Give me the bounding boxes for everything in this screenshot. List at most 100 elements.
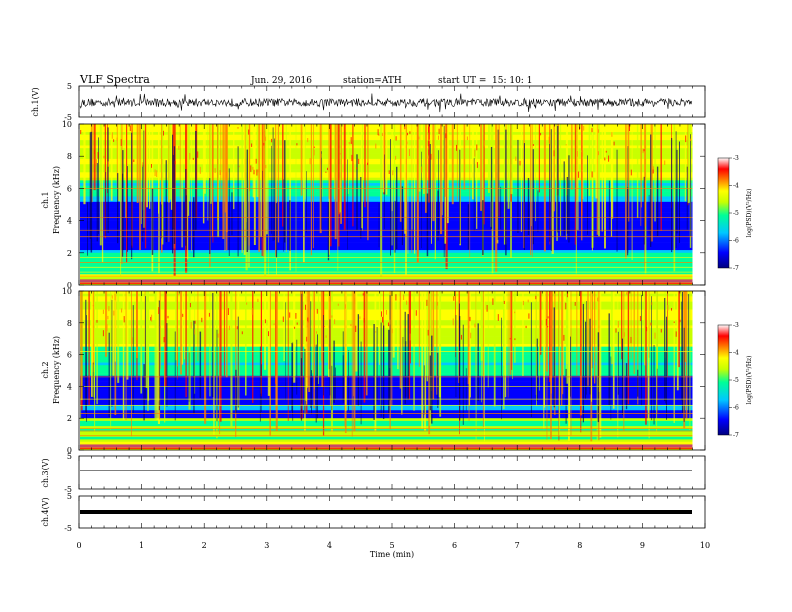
ch1-ytick-label: -5 (64, 113, 72, 122)
spec2-sferic (112, 291, 115, 376)
spec2-band (80, 330, 693, 334)
spec2-dark-streak (681, 291, 683, 413)
spec1-hot-spot (197, 151, 199, 158)
spec2-hot-spot (316, 308, 318, 314)
spec1-sferic (380, 124, 383, 277)
spec1-dark-streak (643, 176, 645, 245)
spec1-sferic (472, 124, 474, 200)
spec2-sferic (676, 291, 679, 391)
spec2-band (80, 291, 693, 294)
spec1-hot-spot (97, 152, 99, 159)
spec2-sferic (399, 291, 402, 389)
spec2-hot-spot (106, 324, 108, 332)
spec1-hot-spot (189, 153, 191, 160)
spec1-hot-spot (591, 171, 593, 178)
spec2-hot-spot (217, 333, 219, 338)
spec1-sferic (445, 124, 448, 270)
spec2-hot-spot (325, 335, 327, 338)
spec2-sferic (330, 291, 333, 436)
spec2-band (80, 304, 693, 308)
spec1-sferic (416, 124, 419, 263)
spec2-dark-streak (465, 368, 467, 411)
figure-title: VLF Spectra (79, 73, 150, 86)
spec1-band (80, 276, 693, 280)
x-tick-label: 5 (389, 541, 394, 550)
spec1-sferic (574, 124, 576, 245)
spec1-dark-streak (131, 132, 133, 260)
spec2-dark-streak (335, 367, 336, 400)
spec2-band (80, 325, 693, 329)
spec1-sferic (482, 124, 484, 256)
spec1-sferic (313, 124, 314, 249)
spec1-band (80, 258, 693, 262)
spec1-sferic (169, 124, 172, 200)
spec1-sferic (551, 124, 554, 254)
spec1-sferic (339, 124, 341, 213)
spec2-sferic (645, 291, 647, 425)
spec1-sferic (188, 124, 190, 216)
spec1-dark-streak (671, 138, 673, 253)
spec1-hot-spot (313, 146, 315, 148)
spec2-sferic (126, 291, 129, 380)
spec2-sferic (93, 291, 95, 365)
spec2-dark-streak (216, 329, 218, 422)
spec2-sferic (96, 291, 98, 405)
spec1-hot-spot (642, 148, 644, 154)
spec2-sferic (493, 291, 496, 407)
spec1-sferic (204, 124, 206, 194)
spec1-sferic (168, 124, 170, 242)
spec1-dark-streak (173, 146, 176, 244)
spec1-sferic (328, 124, 330, 199)
x-tick-label: 8 (577, 541, 582, 550)
spec1-sferic (222, 124, 225, 239)
spec2-hot-spot (461, 334, 462, 340)
spec2-sferic (125, 291, 127, 421)
spec2-sferic (378, 291, 380, 365)
spec1-sferic (225, 124, 228, 251)
spec1-dark-streak (443, 125, 445, 258)
spec1-sferic (627, 124, 630, 222)
spec2-band (80, 423, 693, 427)
spec1-sferic (347, 124, 349, 194)
spec1-sferic (83, 124, 86, 205)
spec1-sferic (116, 124, 118, 189)
spec1-sferic (576, 124, 578, 201)
spec1-dark-streak (183, 187, 185, 237)
spec1-sferic (262, 124, 265, 257)
spec2-sferic (426, 291, 428, 382)
x-tick-label: 4 (327, 541, 332, 550)
spec2-sferic (329, 291, 332, 406)
spec1-hot-spot (237, 127, 239, 129)
spec1-band (80, 207, 693, 211)
spec2-dark-streak (530, 302, 532, 418)
spec1-sferic (575, 124, 577, 274)
spec1-hot-spot (154, 169, 156, 176)
spec2-hot-spot (382, 316, 383, 323)
spec2-hot-spot (527, 299, 529, 303)
spec2-band (80, 336, 693, 339)
spec2-hot-spot (182, 313, 184, 317)
spec1-hot-spot (456, 144, 457, 151)
spec2-dark-streak (329, 319, 331, 396)
spec2-sferic (267, 291, 270, 396)
spec2-band (80, 306, 693, 310)
spec2-sferic (418, 291, 420, 367)
spec1-dark-streak (172, 154, 174, 230)
spec2-sferic (633, 291, 635, 374)
spec2-dark-streak (383, 325, 385, 419)
spec2-ylabel-frequency: Frequency (kHz) (52, 336, 61, 404)
spec2-hot-spot (158, 307, 160, 314)
spec2-dark-streak (323, 315, 324, 396)
spec1-colorbar-label: log(PSD)(V²/Hz) (746, 189, 753, 238)
spec2-dark-streak (407, 314, 409, 400)
spec1-ytick-label: 6 (67, 184, 72, 193)
spec1-hot-spot (103, 155, 105, 159)
spec1-sferic (253, 124, 256, 245)
spec1-sferic (687, 124, 690, 204)
spec2-sferic (612, 291, 615, 409)
spec1-hot-spot (591, 128, 593, 133)
spec1-sferic (260, 124, 262, 237)
spec2-dark-streak (92, 362, 94, 401)
spec2-hot-spot (273, 323, 275, 325)
spec2-sferic (287, 291, 289, 421)
